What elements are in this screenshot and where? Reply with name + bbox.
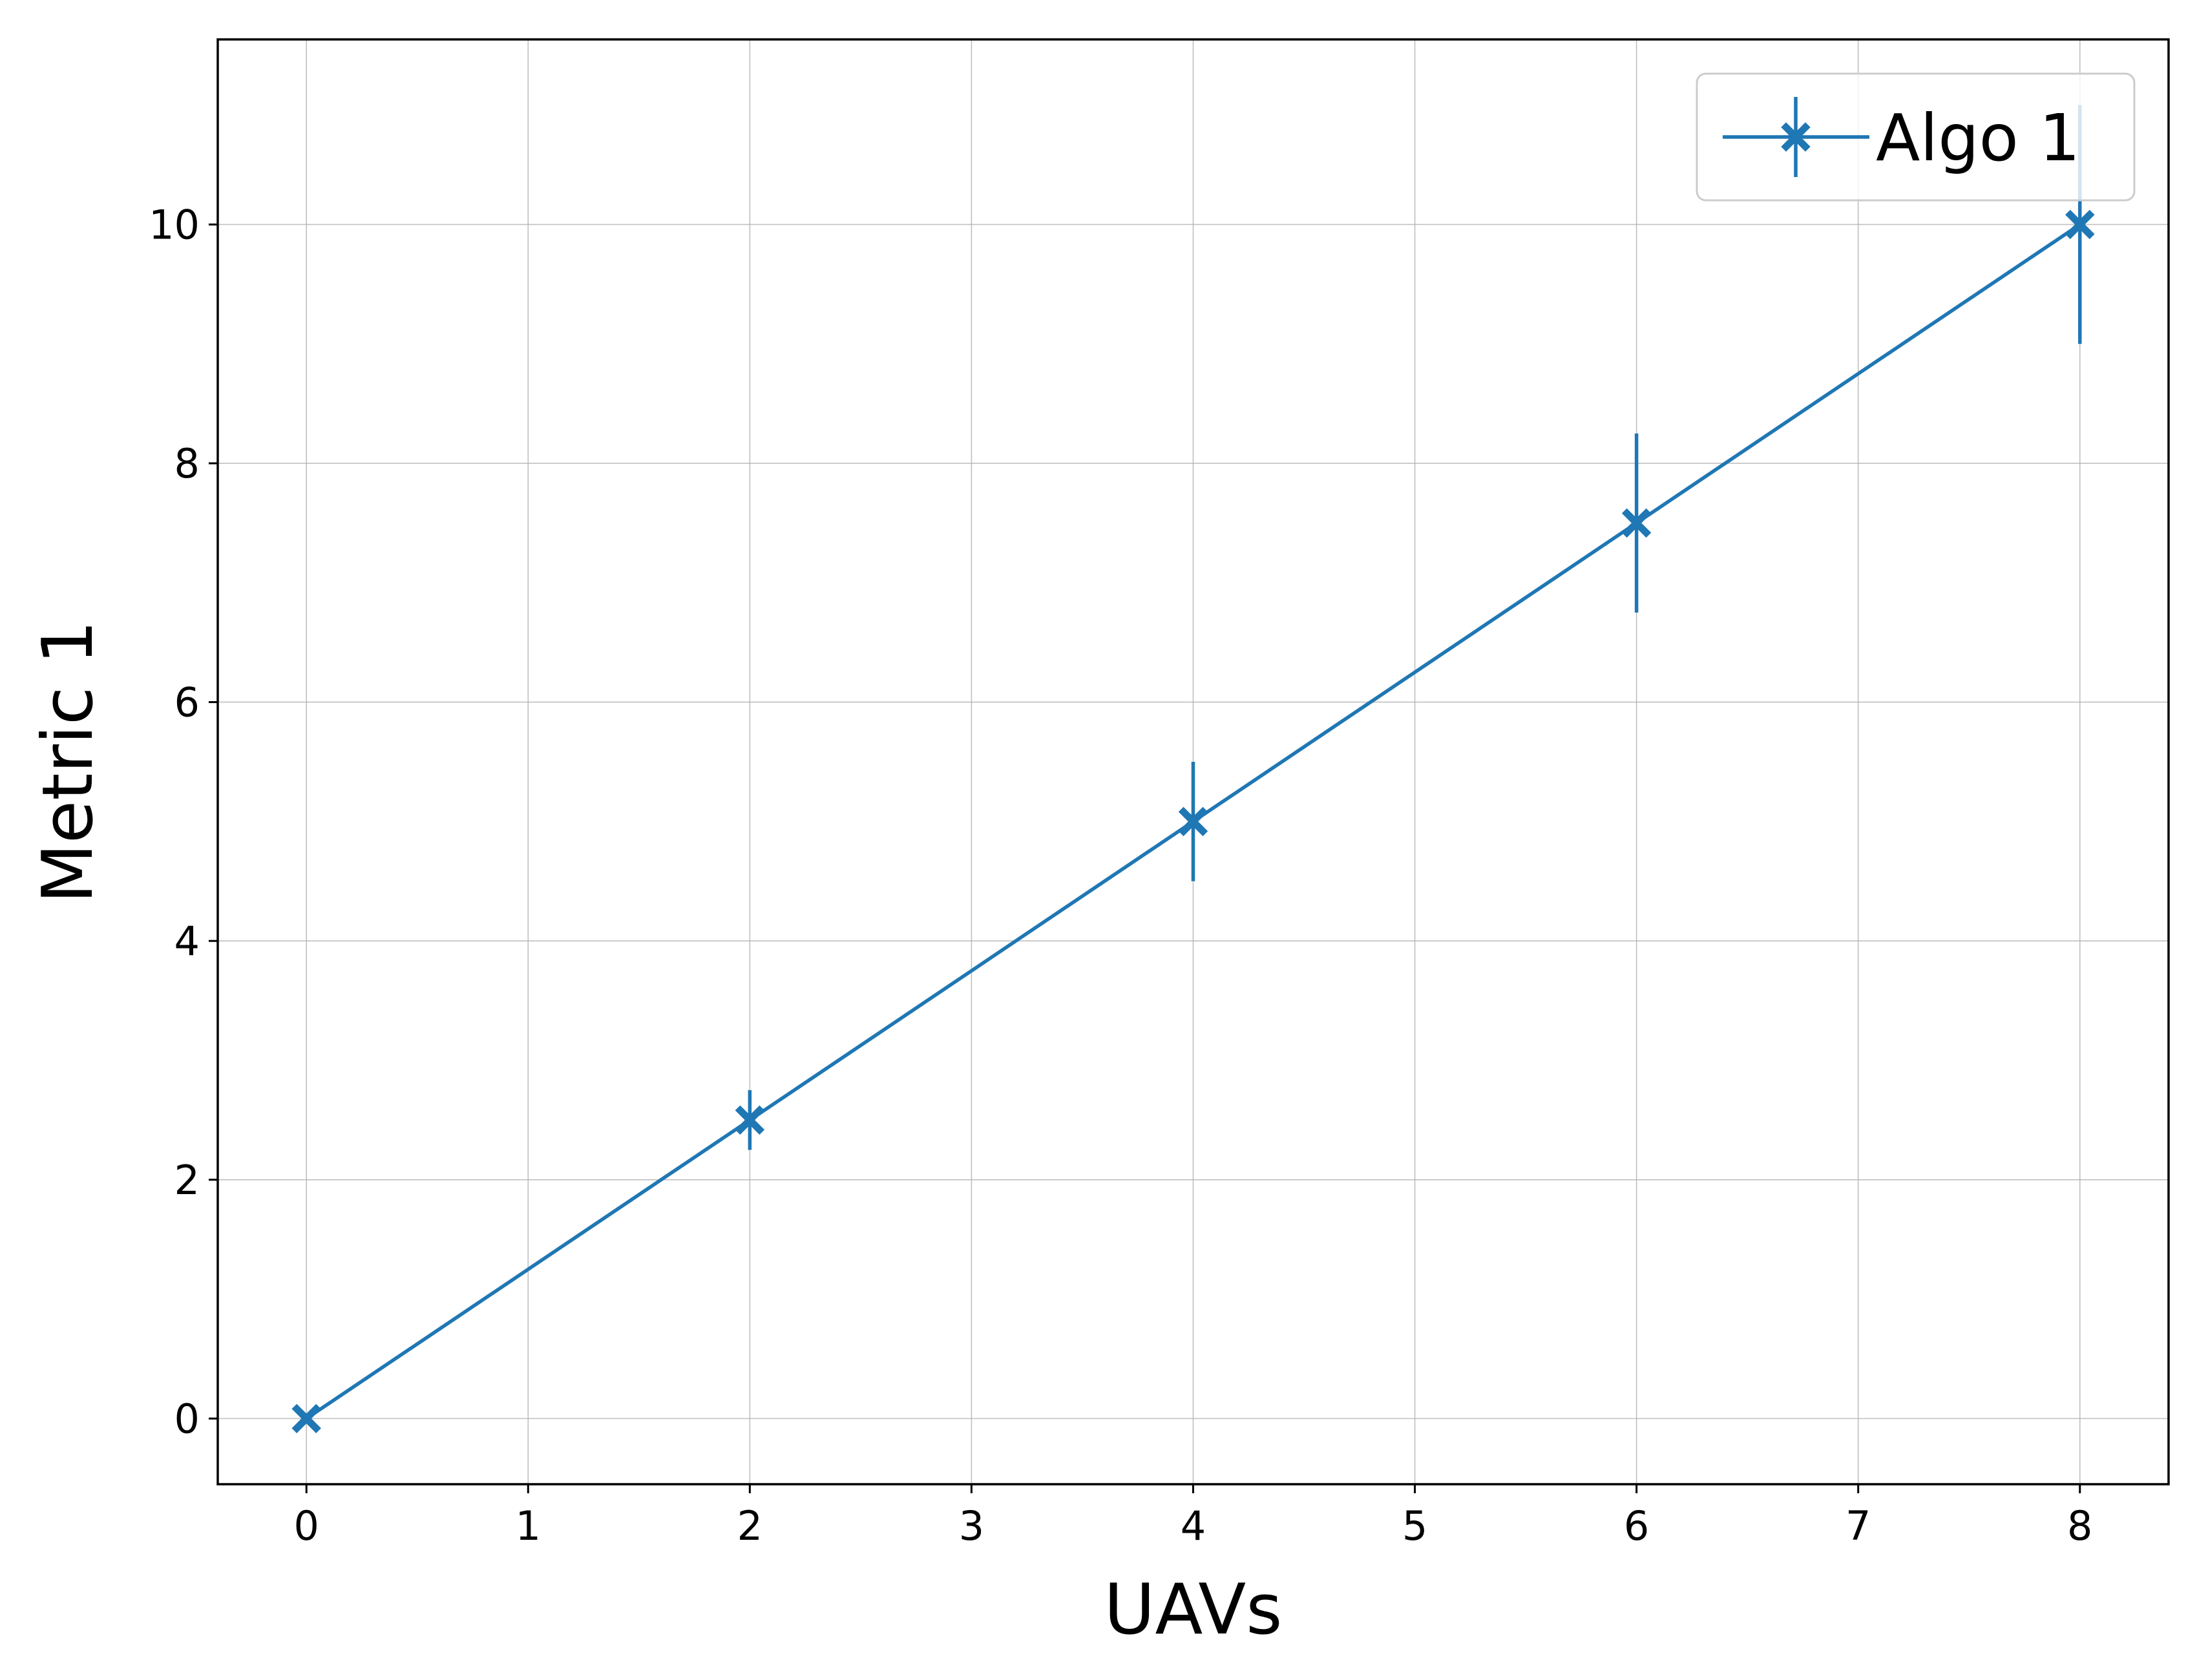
data-point: [735, 1105, 765, 1135]
legend-box: [1696, 72, 2136, 202]
x-axis-label: UAVs: [1104, 1570, 1282, 1650]
y-tick-label: 8: [174, 440, 200, 487]
data-point: [1178, 806, 1208, 837]
x-tick-label: 3: [959, 1502, 984, 1549]
y-tick-label: 6: [174, 679, 200, 726]
y-tick-label: 10: [149, 201, 200, 248]
x-tick-label: 8: [2067, 1502, 2092, 1549]
x-tick-label: 6: [1624, 1502, 1649, 1549]
data-point: [291, 1403, 321, 1434]
series-layer: [291, 105, 2095, 1434]
y-tick-label: 2: [174, 1157, 200, 1204]
data-point: [1621, 508, 1652, 538]
x-tick-label: 5: [1402, 1502, 1427, 1549]
legend-label: Algo 1: [1876, 100, 2080, 176]
x-tick-label: 4: [1181, 1502, 1206, 1549]
legend: Algo 1: [1696, 72, 2136, 202]
x-tick-label: 2: [737, 1502, 762, 1549]
y-tick-label: 0: [174, 1395, 200, 1442]
x-tick-label: 0: [294, 1502, 319, 1549]
ticks: 0 1 2 3 4 5 6 7 8 0 2 4 6 8 10: [149, 201, 2092, 1549]
x-tick-label: 1: [516, 1502, 541, 1549]
legend-swatch-marker: [1781, 122, 1811, 152]
y-tick-label: 4: [174, 918, 200, 965]
y-axis-label: Metric 1: [28, 620, 109, 904]
x-tick-label: 7: [1845, 1502, 1871, 1549]
data-point: [2065, 209, 2095, 240]
